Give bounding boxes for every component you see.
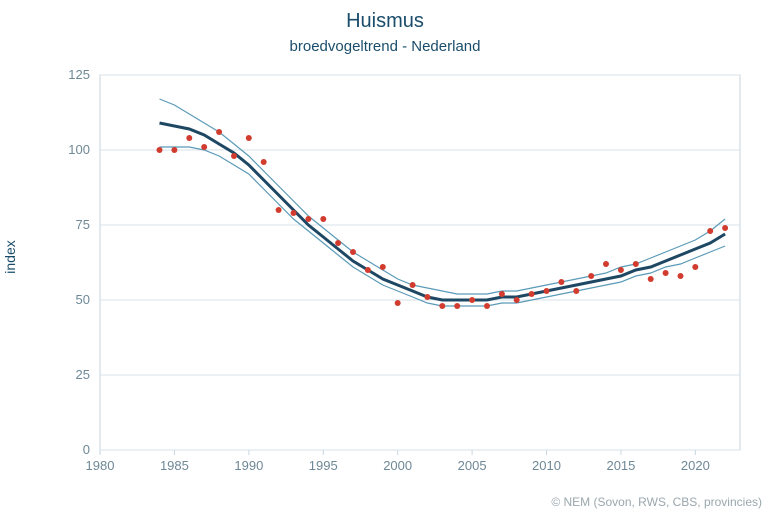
data-point [201, 144, 207, 150]
data-point [544, 288, 550, 294]
y-tick-label: 0 [83, 442, 90, 457]
data-point [558, 279, 564, 285]
x-tick-label: 2010 [532, 458, 561, 473]
x-tick-label: 2020 [681, 458, 710, 473]
x-tick-label: 2000 [383, 458, 412, 473]
data-point [291, 210, 297, 216]
data-point [424, 294, 430, 300]
y-tick-label: 50 [76, 292, 90, 307]
data-point [171, 147, 177, 153]
data-point [350, 249, 356, 255]
data-point [246, 135, 252, 141]
data-point [186, 135, 192, 141]
data-point [648, 276, 654, 282]
x-tick-label: 2005 [458, 458, 487, 473]
data-point [707, 228, 713, 234]
data-point [276, 207, 282, 213]
y-tick-label: 125 [68, 67, 90, 82]
x-tick-label: 2015 [606, 458, 635, 473]
data-point [439, 303, 445, 309]
data-point [305, 216, 311, 222]
y-tick-label: 100 [68, 142, 90, 157]
data-point [618, 267, 624, 273]
data-point [216, 129, 222, 135]
x-tick-label: 1990 [234, 458, 263, 473]
data-point [261, 159, 267, 165]
data-point [678, 273, 684, 279]
data-point [588, 273, 594, 279]
x-tick-label: 1985 [160, 458, 189, 473]
data-point [484, 303, 490, 309]
data-point [365, 267, 371, 273]
y-tick-label: 25 [76, 367, 90, 382]
chart-credit: © NEM (Sovon, RWS, CBS, provincies) [551, 495, 762, 509]
data-point [395, 300, 401, 306]
data-point [469, 297, 475, 303]
chart-svg: 0 25 50 75 100 125 1980 1985 1990 1995 2000 2005 201… [0, 0, 770, 513]
data-point [573, 288, 579, 294]
data-point [335, 240, 341, 246]
trend-upper-line [160, 99, 726, 294]
data-point [514, 297, 520, 303]
x-tick-label: 1995 [309, 458, 338, 473]
data-point [157, 147, 163, 153]
data-point [663, 270, 669, 276]
data-point [410, 282, 416, 288]
data-point [320, 216, 326, 222]
data-point [454, 303, 460, 309]
x-tick-label: 1980 [86, 458, 115, 473]
data-point [231, 153, 237, 159]
data-point [692, 264, 698, 270]
data-point [529, 291, 535, 297]
y-tick-label: 75 [76, 217, 90, 232]
data-point [499, 291, 505, 297]
data-point [380, 264, 386, 270]
data-point [603, 261, 609, 267]
chart-container: Huismus broedvogeltrend - Nederland inde… [0, 0, 770, 513]
data-point [722, 225, 728, 231]
trend-lower-line [160, 147, 726, 306]
data-point [633, 261, 639, 267]
